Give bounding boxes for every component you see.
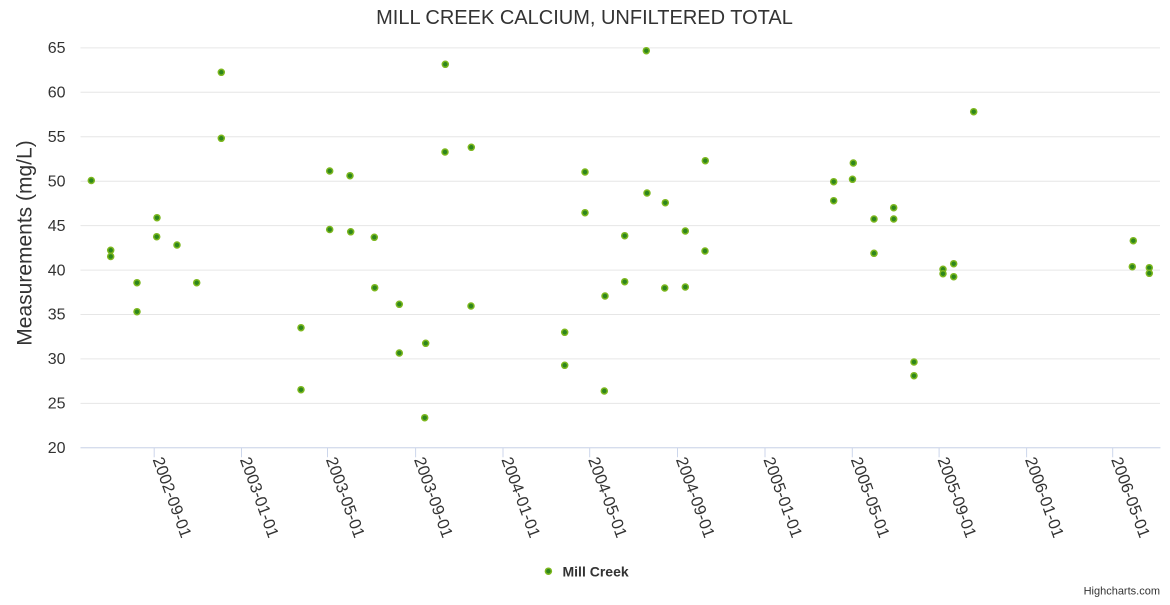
svg-text:60: 60 [48,85,66,102]
svg-text:25: 25 [48,396,66,413]
svg-text:20: 20 [48,440,66,457]
svg-text:55: 55 [48,129,66,146]
svg-text:35: 35 [48,307,66,324]
svg-text:65: 65 [48,40,66,57]
svg-text:Mill Creek: Mill Creek [563,564,629,580]
svg-text:45: 45 [48,218,66,235]
svg-text:40: 40 [48,262,66,279]
svg-text:MILL CREEK CALCIUM, UNFILTERED: MILL CREEK CALCIUM, UNFILTERED TOTAL [376,7,793,29]
svg-text:50: 50 [48,173,66,190]
svg-text:30: 30 [48,351,66,368]
svg-text:Measurements (mg/L): Measurements (mg/L) [14,140,37,345]
svg-text:Highcharts.com: Highcharts.com [1084,586,1160,598]
